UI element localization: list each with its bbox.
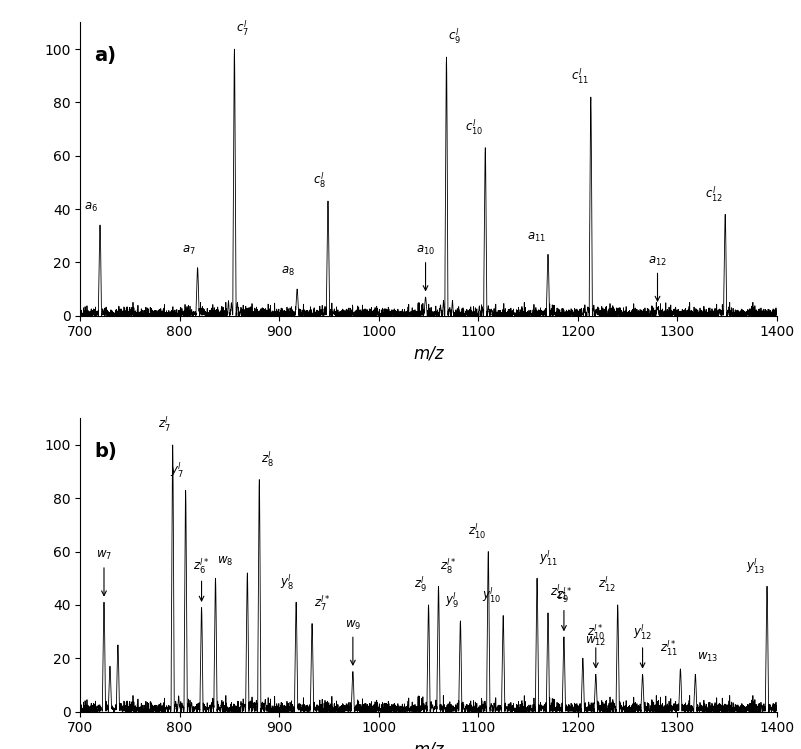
X-axis label: m/z: m/z xyxy=(413,741,444,749)
Text: $\mathit{w}_{13}$: $\mathit{w}_{13}$ xyxy=(698,650,718,664)
Text: $\mathit{y}_{12}^{l}$: $\mathit{y}_{12}^{l}$ xyxy=(633,623,652,667)
Text: $\mathit{c}_{11}^{l}$: $\mathit{c}_{11}^{l}$ xyxy=(570,67,589,86)
Text: a): a) xyxy=(94,46,116,65)
Text: $\mathit{z}_{6}^{l*}$: $\mathit{z}_{6}^{l*}$ xyxy=(193,557,210,601)
Text: $\mathit{z}_{7}^{l*}$: $\mathit{z}_{7}^{l*}$ xyxy=(314,593,331,613)
Text: $\mathit{z}_{8}^{l*}$: $\mathit{z}_{8}^{l*}$ xyxy=(441,557,457,575)
Text: $\mathit{z}_{9}^{l}$: $\mathit{z}_{9}^{l}$ xyxy=(414,575,427,594)
Text: $\mathit{y}_{10}^{l}$: $\mathit{y}_{10}^{l}$ xyxy=(482,586,501,605)
Text: $\mathit{a}_{7}$: $\mathit{a}_{7}$ xyxy=(182,244,195,257)
Text: $\mathit{z}_{9}^{l*}$: $\mathit{z}_{9}^{l*}$ xyxy=(556,586,572,630)
Text: $\mathit{a}_{12}$: $\mathit{a}_{12}$ xyxy=(648,255,667,301)
Text: $\mathit{a}_{8}$: $\mathit{a}_{8}$ xyxy=(281,265,295,279)
Text: $\mathit{c}_{9}^{l}$: $\mathit{c}_{9}^{l}$ xyxy=(449,27,461,46)
Text: $\mathit{c}_{12}^{l}$: $\mathit{c}_{12}^{l}$ xyxy=(705,184,723,204)
Text: $\mathit{z}_{7}^{l}$: $\mathit{z}_{7}^{l}$ xyxy=(158,415,171,434)
Text: $\mathit{z}_{12}^{l}$: $\mathit{z}_{12}^{l}$ xyxy=(598,575,616,594)
Text: $\mathit{y}_{11}^{l}$: $\mathit{y}_{11}^{l}$ xyxy=(539,548,558,568)
Text: $\mathit{y}_{8}^{l}$: $\mathit{y}_{8}^{l}$ xyxy=(280,572,294,592)
Text: $\mathit{w}_{7}$: $\mathit{w}_{7}$ xyxy=(96,549,112,595)
Text: b): b) xyxy=(94,442,117,461)
Text: $\mathit{w}_{8}$: $\mathit{w}_{8}$ xyxy=(218,554,234,568)
Text: $\mathit{w}_{12}$: $\mathit{w}_{12}$ xyxy=(585,634,606,648)
Text: $\mathit{c}_{7}^{l}$: $\mathit{c}_{7}^{l}$ xyxy=(236,19,249,38)
Text: $\mathit{c}_{10}^{l}$: $\mathit{c}_{10}^{l}$ xyxy=(465,118,483,137)
Text: $\mathit{c}_{8}^{l}$: $\mathit{c}_{8}^{l}$ xyxy=(313,171,326,190)
Text: $\mathit{z}_{11}^{l}$: $\mathit{z}_{11}^{l}$ xyxy=(550,583,568,602)
Text: $\mathit{y}_{7}^{l}$: $\mathit{y}_{7}^{l}$ xyxy=(170,460,183,479)
X-axis label: m/z: m/z xyxy=(413,345,444,363)
Text: $\mathit{a}_{10}$: $\mathit{a}_{10}$ xyxy=(416,244,435,291)
Text: $\mathit{z}_{10}^{l}$: $\mathit{z}_{10}^{l}$ xyxy=(469,521,486,541)
Text: $\mathit{z}_{10}^{l*}$: $\mathit{z}_{10}^{l*}$ xyxy=(587,623,605,667)
Text: $\mathit{z}_{8}^{l}$: $\mathit{z}_{8}^{l}$ xyxy=(261,449,274,469)
Text: $\mathit{a}_{6}$: $\mathit{a}_{6}$ xyxy=(84,201,98,214)
Text: $\mathit{w}_{9}$: $\mathit{w}_{9}$ xyxy=(344,619,361,665)
Text: $\mathit{a}_{11}$: $\mathit{a}_{11}$ xyxy=(527,231,546,243)
Text: $\mathit{z}_{11}^{l*}$: $\mathit{z}_{11}^{l*}$ xyxy=(661,639,678,658)
Text: $\mathit{y}_{9}^{l}$: $\mathit{y}_{9}^{l}$ xyxy=(445,591,458,610)
Text: $\mathit{y}_{13}^{l}$: $\mathit{y}_{13}^{l}$ xyxy=(746,557,765,575)
